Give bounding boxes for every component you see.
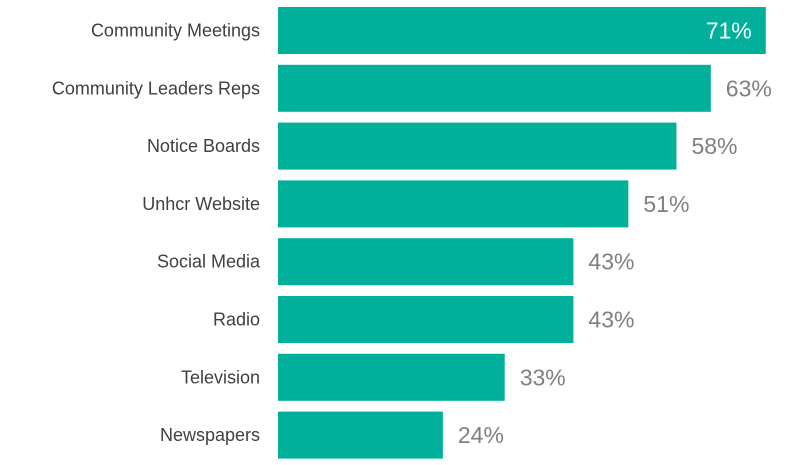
category-label-community-leaders-reps: Community Leaders Reps (52, 78, 260, 98)
bar-community-leaders-reps (278, 64, 711, 112)
value-label-radio: 43% (588, 307, 634, 333)
bar-notice-boards (278, 122, 677, 170)
category-labels: Community Meetings Community Leaders Reps… (52, 21, 261, 446)
bar-community-meetings (278, 7, 766, 54)
value-label-community-meetings: 71% (706, 18, 752, 44)
bar-newspapers (278, 411, 443, 459)
category-label-social-media: Social Media (157, 252, 261, 272)
value-labels: 71% 63% 58% 51% 43% 43% 33% 24% (458, 18, 772, 449)
bar-unhcr-website (278, 180, 629, 228)
bar-social-media (278, 238, 574, 286)
category-label-radio: Radio (213, 310, 260, 330)
bar-radio (278, 296, 574, 343)
value-label-television: 33% (520, 364, 566, 390)
value-label-notice-boards: 58% (691, 133, 737, 159)
bar-television (278, 353, 505, 401)
bars-group (278, 7, 766, 459)
value-label-community-leaders-reps: 63% (726, 75, 772, 101)
value-label-social-media: 43% (588, 249, 634, 275)
category-label-notice-boards: Notice Boards (147, 136, 260, 156)
category-label-television: Television (181, 367, 260, 387)
category-label-community-meetings: Community Meetings (91, 21, 260, 41)
category-label-unhcr-website: Unhcr Website (142, 194, 260, 214)
value-label-newspapers: 24% (458, 422, 504, 448)
value-label-unhcr-website: 51% (643, 191, 689, 217)
category-label-newspapers: Newspapers (160, 425, 260, 445)
